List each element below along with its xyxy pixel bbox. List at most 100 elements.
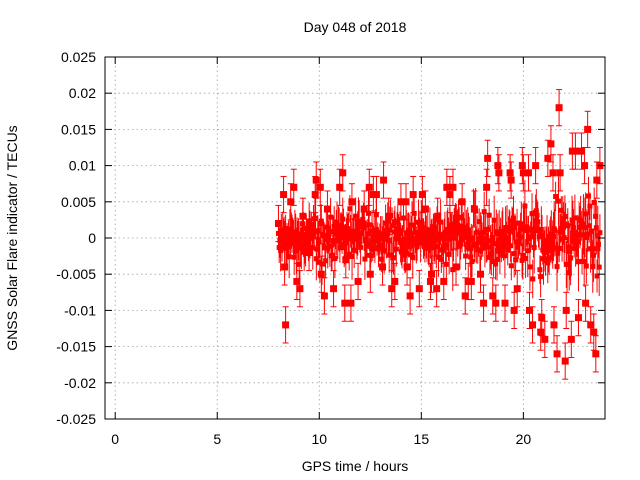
noise-point (364, 242, 370, 248)
y-tick-label: -0.015 (56, 339, 96, 355)
noise-point (416, 230, 422, 236)
noise-point (358, 231, 364, 237)
data-point (581, 162, 589, 170)
noise-point (565, 244, 571, 250)
noise-point (376, 242, 382, 248)
noise-point (485, 238, 491, 244)
noise-point (445, 226, 451, 232)
noise-point (277, 237, 283, 243)
noise-point (556, 246, 562, 252)
noise-point (420, 231, 426, 237)
noise-point (545, 260, 551, 266)
noise-point (574, 238, 580, 244)
data-point (489, 292, 497, 300)
noise-point (393, 236, 399, 242)
noise-point (304, 232, 310, 238)
data-point (434, 212, 442, 220)
noise-point (453, 219, 459, 225)
noise-point (557, 229, 563, 235)
noise-point (411, 210, 417, 216)
noise-point (361, 225, 367, 231)
noise-point (584, 235, 590, 241)
noise-point (502, 253, 508, 259)
data-point (477, 270, 485, 278)
noise-point (393, 246, 399, 252)
noise-point (315, 228, 321, 234)
noise-point (553, 245, 559, 251)
noise-point (533, 208, 539, 214)
noise-point (367, 252, 373, 258)
noise-point (570, 225, 576, 231)
noise-point (283, 245, 289, 251)
noise-point (369, 228, 375, 234)
noise-point (371, 231, 377, 237)
noise-point (475, 239, 481, 245)
noise-point (590, 252, 596, 258)
noise-point (517, 234, 523, 240)
noise-point (484, 244, 490, 250)
noise-point (399, 244, 405, 250)
x-tick-label: 20 (516, 431, 532, 447)
noise-point (400, 215, 406, 221)
noise-point (445, 236, 451, 242)
noise-point (570, 221, 576, 227)
noise-point (497, 247, 503, 253)
noise-point (529, 211, 535, 217)
noise-point (547, 234, 553, 240)
noise-point (338, 228, 344, 234)
noise-point (374, 238, 380, 244)
data-point (544, 154, 552, 162)
data-point (556, 169, 564, 177)
noise-point (583, 211, 589, 217)
data-point (391, 277, 399, 285)
noise-point (409, 222, 415, 228)
noise-point (423, 234, 429, 240)
noise-point (339, 231, 345, 237)
data-point (312, 176, 320, 184)
data-point (547, 140, 555, 148)
noise-point (290, 236, 296, 242)
data-point (574, 314, 582, 322)
noise-point (349, 253, 355, 259)
data-point (379, 263, 387, 271)
noise-point (468, 254, 474, 260)
noise-point (587, 203, 593, 209)
noise-point (542, 246, 548, 252)
noise-point (353, 213, 359, 219)
data-series (274, 89, 604, 380)
noise-point (512, 225, 518, 231)
noise-point (414, 244, 420, 250)
noise-point (519, 257, 525, 263)
data-point (293, 277, 301, 285)
data-point (507, 176, 515, 184)
noise-point (525, 248, 531, 254)
data-point (480, 299, 488, 307)
data-point (518, 162, 526, 170)
noise-point (552, 227, 558, 233)
noise-point (536, 234, 542, 240)
noise-point (430, 245, 436, 251)
y-axis-title: GNSS Solar Flare indicator / TECUs (4, 125, 20, 350)
noise-point (415, 233, 421, 239)
noise-point (527, 264, 533, 270)
noise-point (326, 231, 332, 237)
data-point (571, 147, 579, 155)
noise-point (455, 230, 461, 236)
noise-point (372, 245, 378, 251)
noise-point (505, 247, 511, 253)
noise-point (366, 222, 372, 228)
noise-point (558, 207, 564, 213)
noise-point (544, 237, 550, 243)
noise-point (321, 233, 327, 239)
noise-point (330, 238, 336, 244)
noise-point (581, 259, 587, 265)
noise-point (591, 200, 597, 206)
noise-point (495, 243, 501, 249)
noise-point (500, 228, 506, 234)
noise-point (564, 261, 570, 267)
noise-point (352, 231, 358, 237)
noise-point (488, 251, 494, 257)
data-point (529, 321, 537, 329)
noise-point (385, 238, 391, 244)
noise-point (532, 227, 538, 233)
